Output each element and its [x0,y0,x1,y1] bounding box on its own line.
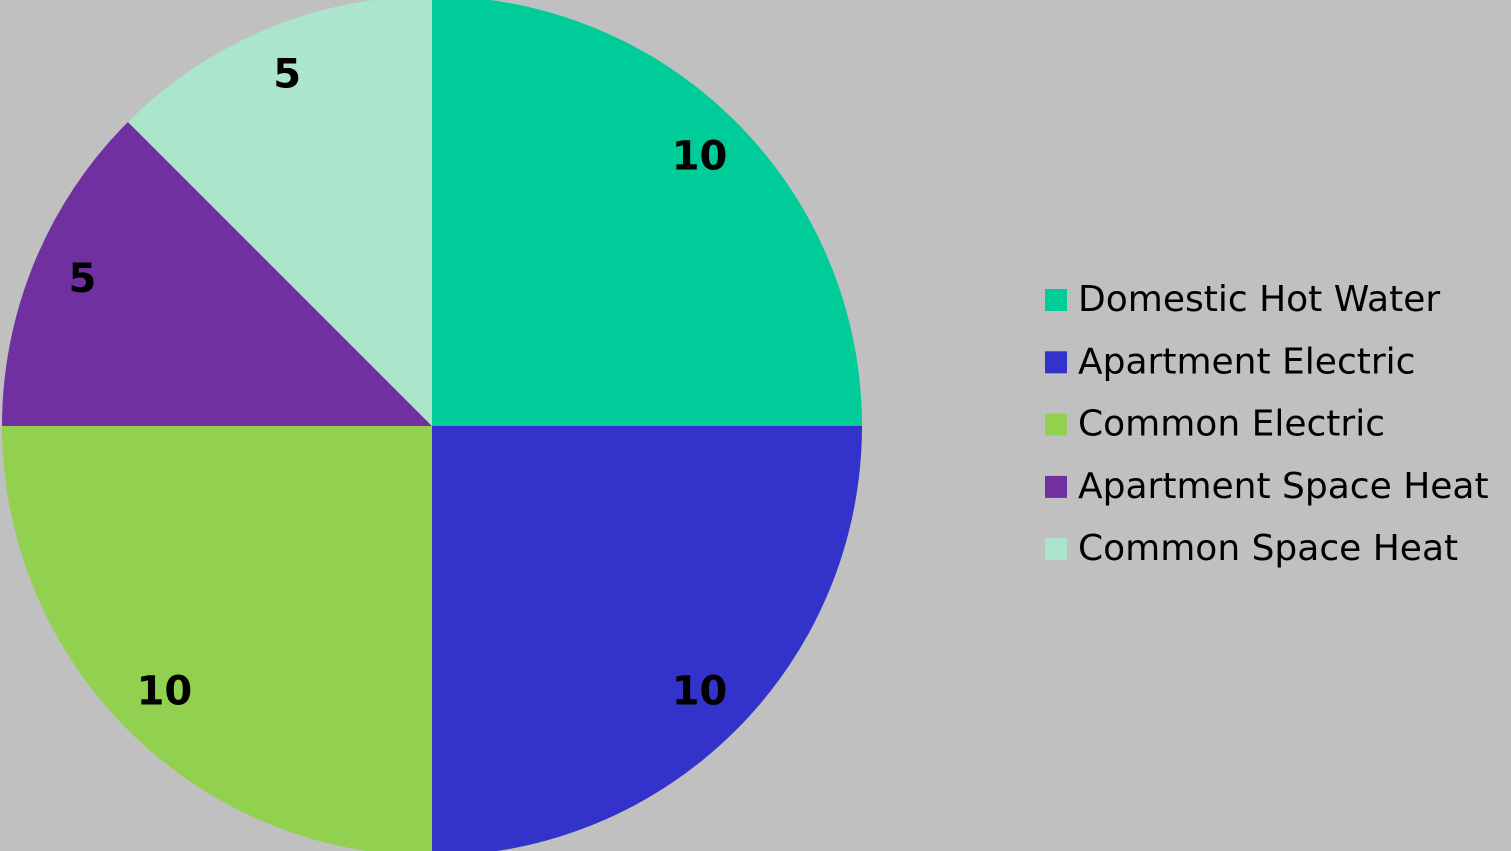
legend-swatch [1045,289,1067,311]
data-label: 5 [68,256,96,302]
pie-slice [127,0,432,426]
legend-swatch [1045,475,1067,498]
data-label: 10 [137,669,193,715]
pie-slice [2,426,432,851]
legend-label: Apartment Space Heat [1078,466,1489,507]
legend-label: Domestic Hot Water [1078,279,1440,320]
data-label: 5 [273,51,301,97]
legend-swatch [1045,413,1067,436]
legend-label: Common Space Heat [1078,528,1458,569]
pie-slice [432,426,862,851]
legend-label: Apartment Electric [1078,341,1415,382]
legend-swatch [1045,538,1067,561]
pie-slice [432,0,862,426]
pie-slice [2,121,432,426]
legend-swatch [1045,351,1067,374]
data-label: 10 [672,133,728,179]
legend-label: Common Electric [1078,404,1385,445]
data-label: 10 [672,669,728,715]
